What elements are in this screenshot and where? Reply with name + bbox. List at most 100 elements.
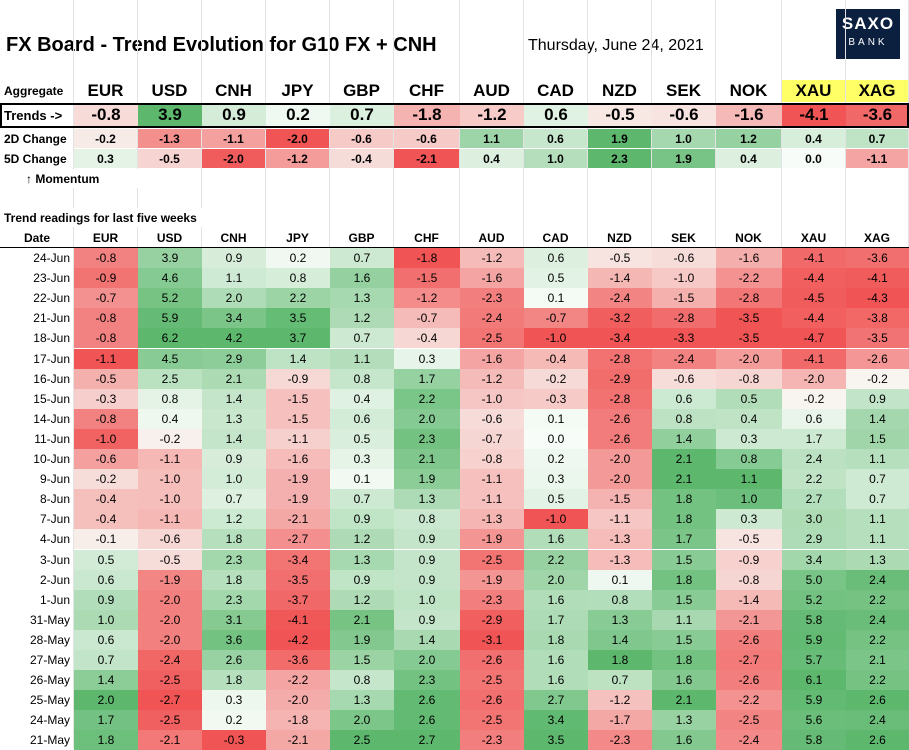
heatmap-cell: 2.4	[846, 569, 909, 590]
heatmap-cell: -0.5	[588, 248, 652, 269]
currency-header-eur: EUR	[87, 81, 124, 100]
row-date: 1-Jun	[39, 592, 70, 607]
heatmap-cell: 0.4	[138, 408, 202, 429]
heatmap-cell: 2.2	[846, 670, 909, 691]
heatmap-cell: 1.7	[782, 428, 846, 449]
heatmap-cell: 2.6	[394, 690, 460, 711]
heatmap-cell: 0.1	[524, 288, 588, 309]
heatmap-cell: -1.0	[138, 489, 202, 510]
heatmap-cell: -2.6	[716, 629, 782, 650]
heatmap-cell: 2.1	[394, 449, 460, 470]
heatmap-cell: -0.8	[74, 308, 138, 329]
heatmap-cell: -0.8	[460, 449, 524, 470]
5d-change-value-sek: 1.9	[652, 149, 715, 168]
heatmap-cell: 1.6	[524, 529, 588, 550]
heatmap-cell: 1.6	[330, 268, 394, 289]
heatmap-cell: 1.0	[394, 589, 460, 610]
heatmap-cell: 0.1	[524, 408, 588, 429]
heatmap-cell: 2.9	[782, 529, 846, 550]
heatmap-cell: -0.5	[716, 529, 782, 550]
heatmap-cell: -2.1	[266, 730, 330, 750]
2d-change-value-xag: 0.7	[846, 129, 908, 148]
currency-header-cad: CAD	[537, 81, 574, 100]
heatmap-cell: 0.9	[846, 388, 909, 409]
heatmap-cell: -0.7	[394, 308, 460, 329]
heatmap-cell: 2.0	[524, 569, 588, 590]
heatmap-cell: -0.6	[652, 368, 716, 389]
heatmap-cell: -1.0	[652, 268, 716, 289]
heatmap-cell: 1.0	[202, 469, 266, 490]
heatmap-cell: 2.0	[394, 650, 460, 671]
heatmap-cell: 2.3	[202, 589, 266, 610]
heatmap-cell: 1.1	[330, 348, 394, 369]
heatmap-cell: 0.3	[716, 509, 782, 530]
heatmap-cell: 2.2	[394, 388, 460, 409]
heatmap-cell: -4.4	[782, 268, 846, 289]
heatmap-cell: -2.2	[716, 268, 782, 289]
heatmap-cell: -2.5	[460, 328, 524, 349]
heatmap-cell: 1.1	[846, 529, 909, 550]
heatmap-cell: 5.6	[782, 710, 846, 731]
heatmap-cell: -2.0	[588, 449, 652, 470]
heatmap-cell: -3.6	[266, 650, 330, 671]
heatmap-cell: 0.8	[394, 509, 460, 530]
heatmap-cell: 0.2	[524, 449, 588, 470]
heatmap-cell: -3.5	[716, 308, 782, 329]
heatmap-cell: -2.5	[460, 670, 524, 691]
heatmap-cell: 0.8	[588, 589, 652, 610]
heatmap-cell: 1.3	[330, 549, 394, 570]
heatmap-cell: -0.8	[74, 328, 138, 349]
heatmap-cell: 2.1	[202, 368, 266, 389]
heatmap-cell: -1.6	[460, 348, 524, 369]
heatmap-cell: 1.2	[330, 308, 394, 329]
heatmap-cell: -2.3	[460, 288, 524, 309]
heatmap-cell: -1.1	[588, 509, 652, 530]
5d-change-value-chf: -2.1	[394, 149, 459, 168]
heatmap-cell: -1.1	[74, 348, 138, 369]
heatmap-cell: 1.5	[652, 589, 716, 610]
2d-change-value-xau: 0.4	[782, 129, 845, 148]
heatmap-cell: 0.9	[394, 569, 460, 590]
heatmap-cell: 4.6	[138, 268, 202, 289]
trend-value-usd: 3.9	[138, 104, 202, 126]
trend-value-cad: 0.6	[524, 104, 588, 126]
heatmap-cell: 0.2	[266, 248, 330, 269]
row-date: 28-May	[29, 632, 70, 647]
heatmap-cell: 1.6	[652, 670, 716, 691]
heatmap-cell: 0.5	[524, 268, 588, 289]
history-header-xau: XAU	[782, 228, 845, 247]
heatmap-cell: 2.3	[394, 670, 460, 691]
heatmap-cell: 1.6	[524, 589, 588, 610]
row-date: 31-May	[29, 612, 70, 627]
heatmap-cell: -1.4	[588, 268, 652, 289]
heatmap-cell: -0.5	[138, 549, 202, 570]
heatmap-cell: -1.0	[74, 428, 138, 449]
history-header-nzd: NZD	[588, 228, 651, 247]
heatmap-cell: -4.2	[266, 629, 330, 650]
heatmap-cell: -2.7	[716, 650, 782, 671]
row-date: 25-May	[29, 693, 70, 708]
row-date: 24-Jun	[33, 251, 70, 266]
heatmap-cell: 1.3	[652, 710, 716, 731]
heatmap-cell: -0.7	[460, 428, 524, 449]
heatmap-cell: 1.4	[394, 629, 460, 650]
heatmap-cell: 0.7	[330, 489, 394, 510]
heatmap-cell: -3.5	[716, 328, 782, 349]
heatmap-cell: -1.3	[460, 509, 524, 530]
row-date: 8-Jun	[39, 492, 70, 507]
heatmap-cell: 1.2	[330, 529, 394, 550]
heatmap-cell: 1.6	[652, 730, 716, 750]
row-date: 3-Jun	[39, 552, 70, 567]
heatmap-cell: 1.0	[74, 609, 138, 630]
currency-header-xau: XAU	[782, 80, 845, 102]
heatmap-cell: -3.5	[266, 569, 330, 590]
heatmap-cell: -1.9	[266, 489, 330, 510]
heatmap-cell: 0.2	[202, 710, 266, 731]
currency-header-aud: AUD	[473, 81, 510, 100]
heatmap-cell: 5.9	[138, 308, 202, 329]
heatmap-cell: 0.3	[202, 690, 266, 711]
heatmap-cell: -2.5	[138, 670, 202, 691]
heatmap-cell: 5.7	[782, 650, 846, 671]
trend-value-chf: -1.8	[394, 104, 460, 126]
2d-change-label: 2D Change	[4, 131, 67, 146]
